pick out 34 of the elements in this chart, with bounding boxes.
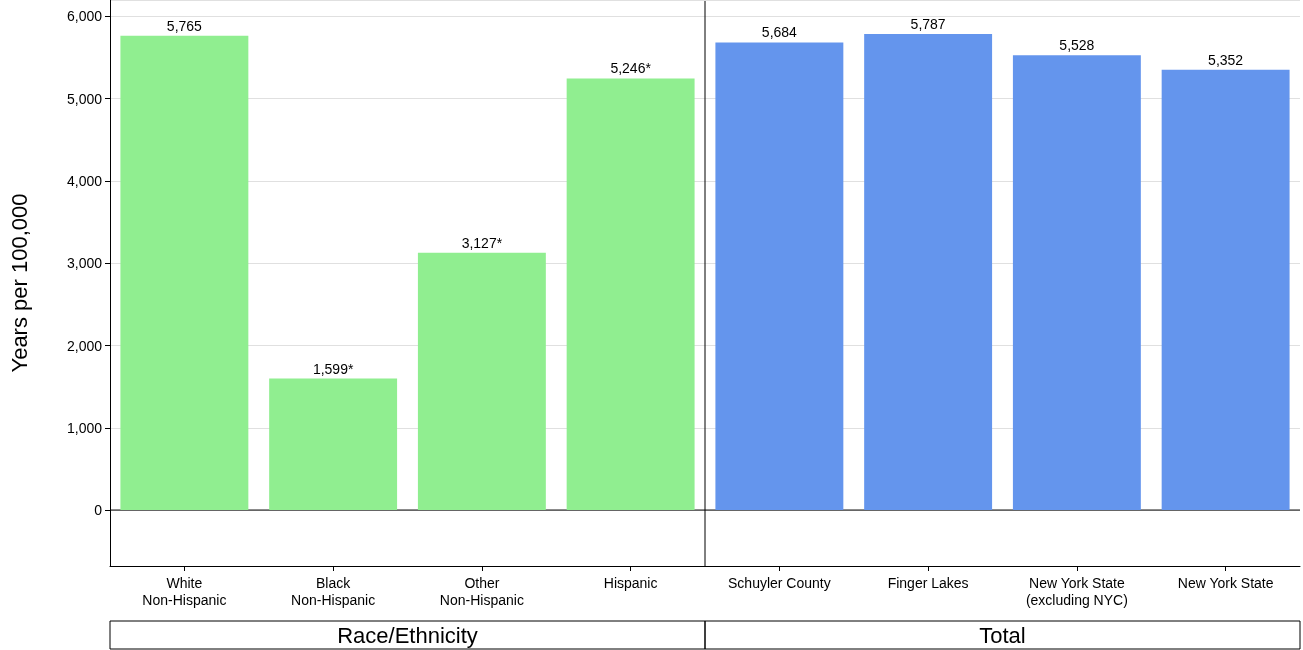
data-label: 5,787 xyxy=(910,15,946,32)
data-label: 3,127* xyxy=(461,234,503,251)
bar xyxy=(566,78,695,511)
y-tick-label: 5,000 xyxy=(66,90,103,107)
bar xyxy=(1161,69,1290,511)
bar xyxy=(269,378,398,511)
bar xyxy=(864,33,993,511)
x-tick-label: Hispanic xyxy=(603,574,658,591)
y-tick-label: 2,000 xyxy=(66,337,103,354)
bar xyxy=(715,42,844,511)
x-tick-label: White Non-Hispanic xyxy=(142,574,227,608)
data-label: 5,246* xyxy=(610,60,652,77)
text: Total xyxy=(979,622,1026,648)
data-label: 5,352 xyxy=(1208,51,1244,68)
bar xyxy=(1012,55,1141,511)
y-tick-label: 1,000 xyxy=(66,419,103,436)
data-label: 5,684 xyxy=(761,24,798,41)
x-tick-label: Other Non-Hispanic xyxy=(439,574,524,608)
bar xyxy=(417,252,546,511)
y-axis-title: Years per 100,000 xyxy=(6,193,32,373)
y-tick-label: 0 xyxy=(94,502,103,519)
data-label: 5,528 xyxy=(1059,37,1095,54)
y-tick-label: 6,000 xyxy=(66,8,103,25)
text: Race/Ethnicity xyxy=(337,622,478,648)
y-tick-label: 4,000 xyxy=(66,172,103,189)
bar xyxy=(120,35,249,511)
y-tick-label: 3,000 xyxy=(66,255,103,272)
x-tick-label: Black Non-Hispanic xyxy=(291,574,376,608)
x-tick-label: New York State (excluding NYC) xyxy=(1025,574,1128,608)
x-tick-label: New York State xyxy=(1177,574,1274,591)
data-label: 5,765 xyxy=(166,17,203,34)
x-tick-label: Finger Lakes xyxy=(887,574,969,591)
data-label: 1,599* xyxy=(312,360,354,377)
x-tick-label: Schuyler County xyxy=(728,574,831,591)
